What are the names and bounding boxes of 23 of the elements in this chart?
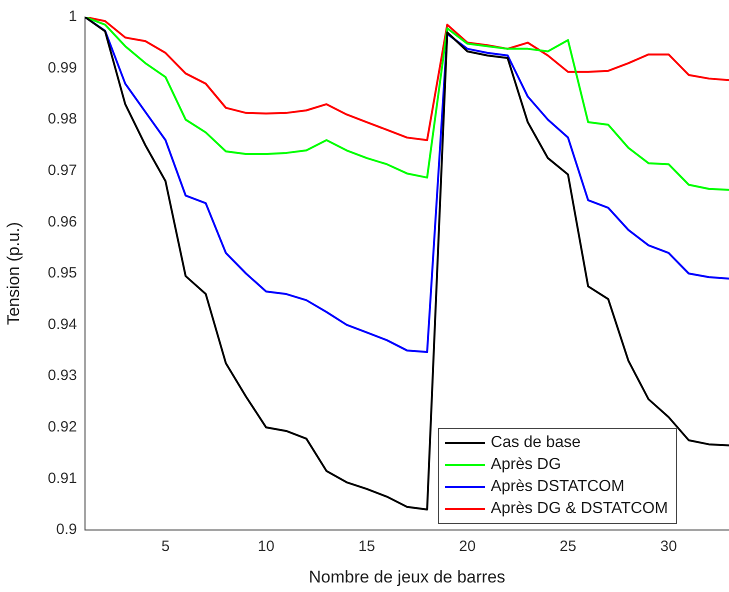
x-tick-label: 15: [358, 538, 376, 556]
x-tick-label: 20: [459, 538, 476, 556]
y-tick-label: 0.97: [48, 162, 77, 180]
x-tick-label: 30: [660, 538, 677, 556]
y-tick-label: 0.93: [48, 367, 77, 384]
x-tick-label: 10: [258, 538, 274, 556]
y-tick-label: 0.9: [56, 521, 77, 538]
x-tick-label: 25: [560, 538, 576, 556]
legend-label: Après DG: [490, 456, 562, 474]
y-tick-label: 0.94: [48, 316, 77, 333]
legend-label: Après DG & DSTATCOM: [490, 500, 668, 518]
y-tick-label: 0.99: [48, 59, 77, 76]
legend-label: Cas de base: [490, 434, 581, 452]
y-tick-label: 0.98: [48, 110, 77, 128]
x-axis-title: Nombre de jeux de barres: [308, 567, 506, 586]
y-tick-label: 0.96: [48, 213, 77, 230]
y-axis-title: Tension (p.u.): [4, 222, 23, 325]
y-tick-label: 1: [68, 8, 77, 26]
legend-label: Après DSTATCOM: [490, 478, 624, 496]
y-tick-label: 0.92: [48, 418, 77, 436]
x-tick-label: 5: [161, 538, 170, 556]
y-tick-label: 0.95: [48, 264, 77, 282]
y-tick-label: 0.91: [48, 470, 77, 487]
